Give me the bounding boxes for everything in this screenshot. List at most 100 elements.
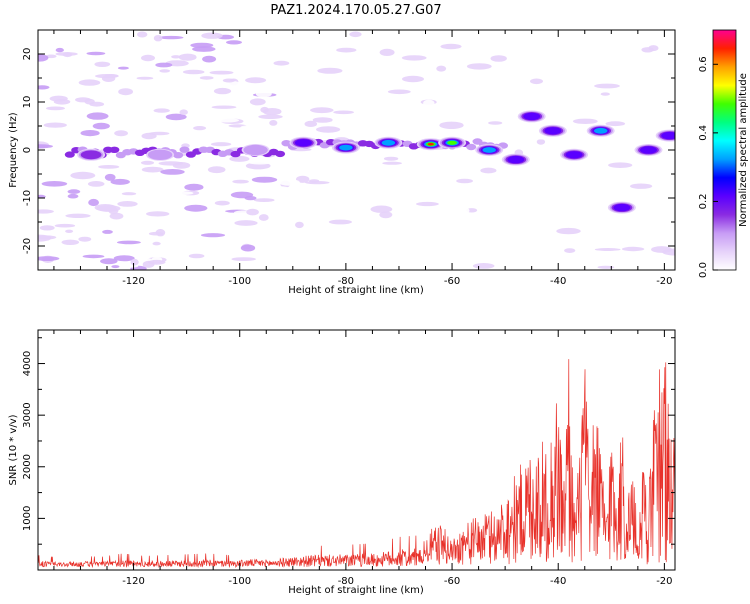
heatmap-feature — [594, 127, 608, 134]
heatmap-speckle — [232, 179, 249, 184]
heatmap-speckle — [526, 87, 545, 93]
heatmap-speckle — [39, 225, 55, 231]
heatmap-speckle — [92, 122, 110, 130]
heatmap-speckle — [336, 47, 357, 53]
heatmap-speckle — [117, 201, 138, 207]
y-tick-label: -10 — [22, 190, 33, 206]
x-tick-label: -80 — [338, 276, 354, 287]
heatmap-speckle — [146, 211, 170, 217]
snr-frame — [37, 329, 676, 571]
colorbar-label: Normalized spectral amplitude — [738, 73, 749, 227]
heatmap-feature — [294, 139, 312, 147]
heatmap-speckle — [251, 176, 278, 183]
heatmap-speckle — [158, 161, 184, 166]
heatmap-speckle — [178, 102, 189, 106]
heatmap-speckle — [587, 41, 598, 46]
heatmap-feature — [565, 151, 583, 159]
heatmap-speckle — [406, 224, 424, 228]
heatmap-speckle — [311, 131, 322, 138]
heatmap-speckle — [226, 40, 242, 45]
heatmap-feature — [243, 144, 268, 156]
snr-marks — [38, 359, 675, 569]
heatmap-speckle — [370, 205, 393, 213]
heatmap-feature — [80, 150, 102, 160]
heatmap-speckle — [193, 126, 207, 131]
heatmap-speckle — [234, 220, 258, 226]
heatmap-feature — [447, 140, 457, 145]
heatmap-speckle — [67, 189, 81, 194]
heatmap-speckle — [38, 54, 49, 62]
y-tick-label: 0 — [22, 147, 33, 153]
heatmap-ridge-mark — [109, 146, 120, 153]
colorbar-ticks: 0.0 0.2 0.4 0.6 — [698, 56, 718, 278]
heatmap-speckle — [248, 161, 271, 165]
heatmap-speckle — [213, 87, 232, 95]
heatmap-speckle — [576, 193, 595, 200]
heatmap-speckle — [110, 53, 121, 61]
heatmap-marks — [38, 30, 675, 270]
heatmap-speckle — [629, 130, 652, 136]
heatmap-speckle — [38, 194, 46, 199]
heatmap-speckle — [490, 55, 507, 62]
x-tick-label: -60 — [444, 576, 460, 587]
snr-panel: -120 -100 -80 -60 -40 -20 1000 2000 3000 4000 He… — [8, 329, 676, 596]
heatmap-speckle — [450, 254, 474, 260]
heatmap-speckle — [38, 85, 50, 90]
heatmap-speckle — [466, 63, 492, 70]
heatmap-feature — [381, 139, 396, 146]
heatmap-speckle — [379, 193, 397, 198]
heatmap-speckle — [197, 258, 223, 262]
heatmap-speckle — [488, 121, 503, 125]
colorbar-tick-label: 0.6 — [698, 56, 709, 72]
snr-x-label: Height of straight line (km) — [288, 585, 424, 596]
heatmap-speckle — [114, 160, 127, 165]
x-tick-label: -60 — [444, 276, 460, 287]
heatmap-feature — [523, 112, 541, 121]
heatmap-speckle — [141, 54, 155, 62]
heatmap-speckle — [153, 108, 170, 113]
heatmap-speckle — [158, 35, 184, 40]
heatmap-speckle — [249, 98, 266, 106]
heatmap-speckle — [253, 198, 275, 203]
heatmap-speckle — [95, 74, 119, 79]
heatmap-speckle — [62, 52, 73, 58]
heatmap-speckle — [84, 98, 95, 105]
heatmap-speckle — [178, 53, 197, 61]
heatmap-speckle — [423, 92, 432, 100]
heatmap-speckle — [440, 43, 462, 50]
y-tick-label: 20 — [22, 48, 33, 61]
heatmap-speckle — [88, 198, 99, 207]
heatmap-ridge-mark — [173, 152, 184, 159]
heatmap-speckle — [171, 55, 181, 59]
heatmap-speckle — [246, 208, 259, 216]
heatmap-speckle — [38, 256, 60, 261]
heatmap-speckle — [137, 31, 148, 38]
heatmap-speckle — [38, 263, 52, 268]
colorbar-gradient — [712, 29, 737, 271]
heatmap-speckle — [270, 186, 290, 191]
heatmap-speckle — [443, 204, 463, 210]
heatmap-speckle — [630, 183, 653, 189]
heatmap-speckle — [231, 257, 256, 261]
heatmap-speckle — [129, 77, 139, 85]
heatmap-speckle — [80, 137, 101, 142]
heatmap-speckle — [118, 88, 133, 96]
heatmap-speckle — [147, 259, 166, 265]
heatmap-speckle — [43, 59, 65, 67]
heatmap-speckle — [244, 196, 257, 201]
heatmap-speckle — [305, 39, 331, 44]
y-tick-label: 4000 — [22, 351, 33, 376]
heatmap-speckle — [82, 254, 105, 259]
heatmap-speckle — [41, 181, 68, 187]
heatmap-feature — [507, 155, 525, 164]
heatmap-ridge-mark — [179, 146, 190, 153]
x-tick-label: -100 — [228, 576, 251, 587]
heatmap-speckle — [317, 67, 343, 74]
heatmap-speckle — [38, 43, 49, 50]
heatmap-speckle — [456, 178, 473, 184]
heatmap-speckle — [295, 221, 304, 229]
snr-y-label: SNR (10 * v/v) — [8, 414, 19, 485]
heatmap-speckle — [310, 107, 334, 114]
